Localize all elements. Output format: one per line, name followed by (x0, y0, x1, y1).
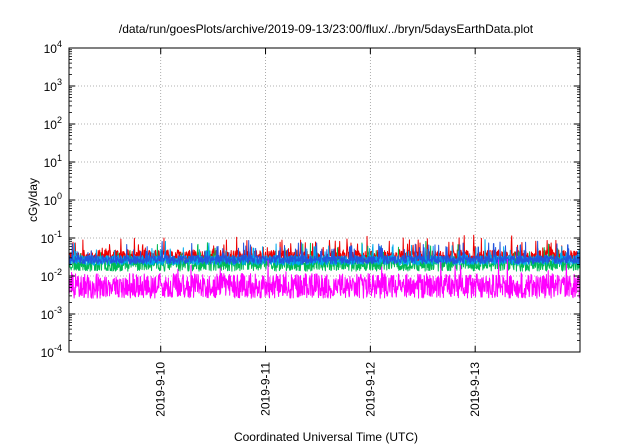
y-tick-label: 103 (44, 77, 62, 94)
y-tick-label: 10-4 (41, 343, 62, 360)
y-tick-exponent: 1 (57, 153, 62, 163)
y-tick-label: 10-1 (41, 229, 62, 246)
y-tick-base: 10 (44, 80, 58, 94)
y-tick-base: 10 (44, 194, 58, 208)
y-tick-base: 10 (44, 118, 58, 132)
y-tick-label: 10-3 (41, 305, 62, 322)
x-axis-label: Coordinated Universal Time (UTC) (234, 430, 418, 444)
y-tick-exponent: -3 (54, 305, 62, 315)
x-ticks: 2019-9-10 2019-9-11 2019-9-12 2019-9-13 (154, 48, 482, 417)
x-tick-label: 2019-9-11 (259, 362, 273, 416)
y-tick-exponent: 0 (57, 191, 62, 201)
y-tick-base: 10 (41, 308, 55, 322)
grid (69, 47, 580, 353)
y-tick-base: 10 (41, 232, 55, 246)
y-tick-exponent: 4 (57, 39, 62, 49)
y-tick-label: 104 (44, 39, 62, 56)
y-tick-exponent: -2 (54, 267, 62, 277)
y-tick-label: 100 (44, 191, 62, 208)
x-tick-label: 2019-9-10 (154, 362, 168, 417)
series-line (68, 258, 581, 299)
y-tick-exponent: 3 (57, 77, 62, 87)
series-line (68, 240, 581, 265)
x-tick-label: 2019-9-12 (363, 362, 377, 417)
y-tick-label: 10-2 (41, 267, 62, 284)
y-tick-exponent: -1 (54, 229, 62, 239)
x-tick-label: 2019-9-13 (468, 362, 482, 417)
y-tick-label: 101 (44, 153, 62, 170)
y-axis-label: cGy/day (26, 178, 40, 222)
y-tick-exponent: 2 (57, 115, 62, 125)
y-tick-exponent: -4 (54, 343, 62, 353)
y-tick-base: 10 (44, 42, 58, 56)
y-tick-base: 10 (41, 270, 55, 284)
y-tick-label: 102 (44, 115, 62, 132)
y-tick-base: 10 (44, 156, 58, 170)
series-group (68, 234, 581, 299)
y-tick-base: 10 (41, 346, 55, 360)
chart-title: /data/run/goesPlots/archive/2019-09-13/2… (119, 22, 534, 36)
